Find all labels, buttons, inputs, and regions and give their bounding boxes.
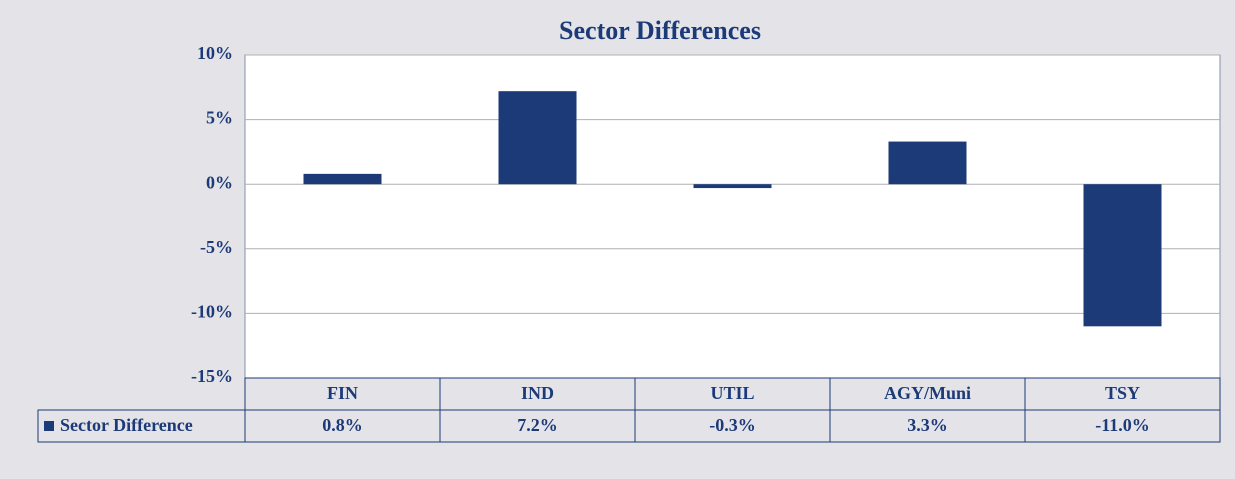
- chart-title: Sector Differences: [559, 16, 761, 45]
- bar: [693, 184, 772, 189]
- x-tick-label: IND: [521, 383, 554, 403]
- y-tick-label: 10%: [197, 43, 233, 63]
- y-tick-label: 0%: [206, 172, 233, 192]
- y-tick-label: 5%: [206, 108, 233, 128]
- y-tick-label: -15%: [191, 366, 233, 386]
- table-value: 3.3%: [907, 415, 948, 435]
- table-value: 7.2%: [517, 415, 558, 435]
- plot-area: [244, 54, 1221, 379]
- x-tick-label: UTIL: [710, 383, 754, 403]
- table-value: -11.0%: [1095, 415, 1150, 435]
- y-tick-label: -5%: [200, 237, 233, 257]
- bar: [498, 91, 577, 185]
- x-tick-label: AGY/Muni: [884, 383, 971, 403]
- bar: [888, 141, 967, 185]
- table-value: 0.8%: [322, 415, 363, 435]
- legend-label: Sector Difference: [60, 415, 193, 435]
- table-value: -0.3%: [709, 415, 756, 435]
- x-tick-label: TSY: [1105, 383, 1140, 403]
- bar: [1083, 184, 1162, 327]
- y-tick-label: -10%: [191, 302, 233, 322]
- x-tick-label: FIN: [327, 383, 358, 403]
- legend-marker: [44, 421, 54, 431]
- legend-cell: [37, 409, 246, 443]
- bar: [303, 173, 382, 185]
